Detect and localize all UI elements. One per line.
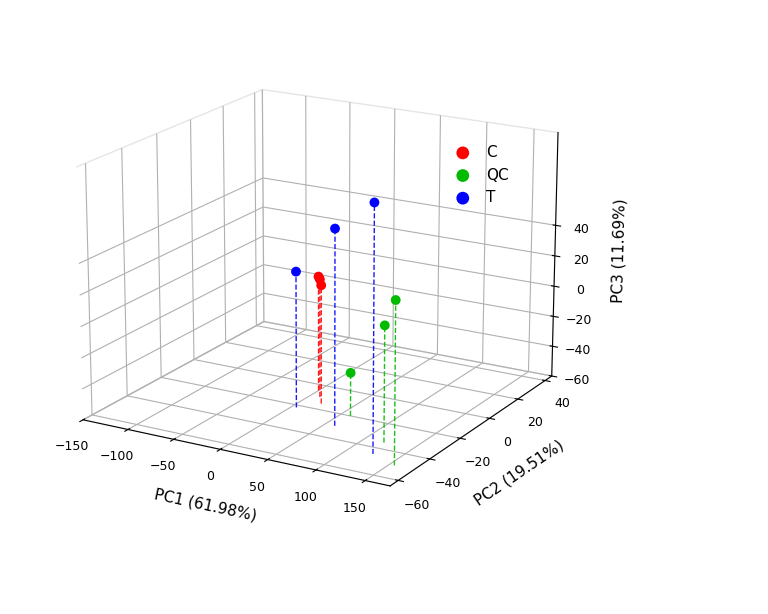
X-axis label: PC1 (61.98%): PC1 (61.98%) xyxy=(153,486,258,523)
Y-axis label: PC2 (19.51%): PC2 (19.51%) xyxy=(472,437,567,508)
Legend: C, QC, T: C, QC, T xyxy=(442,139,515,211)
